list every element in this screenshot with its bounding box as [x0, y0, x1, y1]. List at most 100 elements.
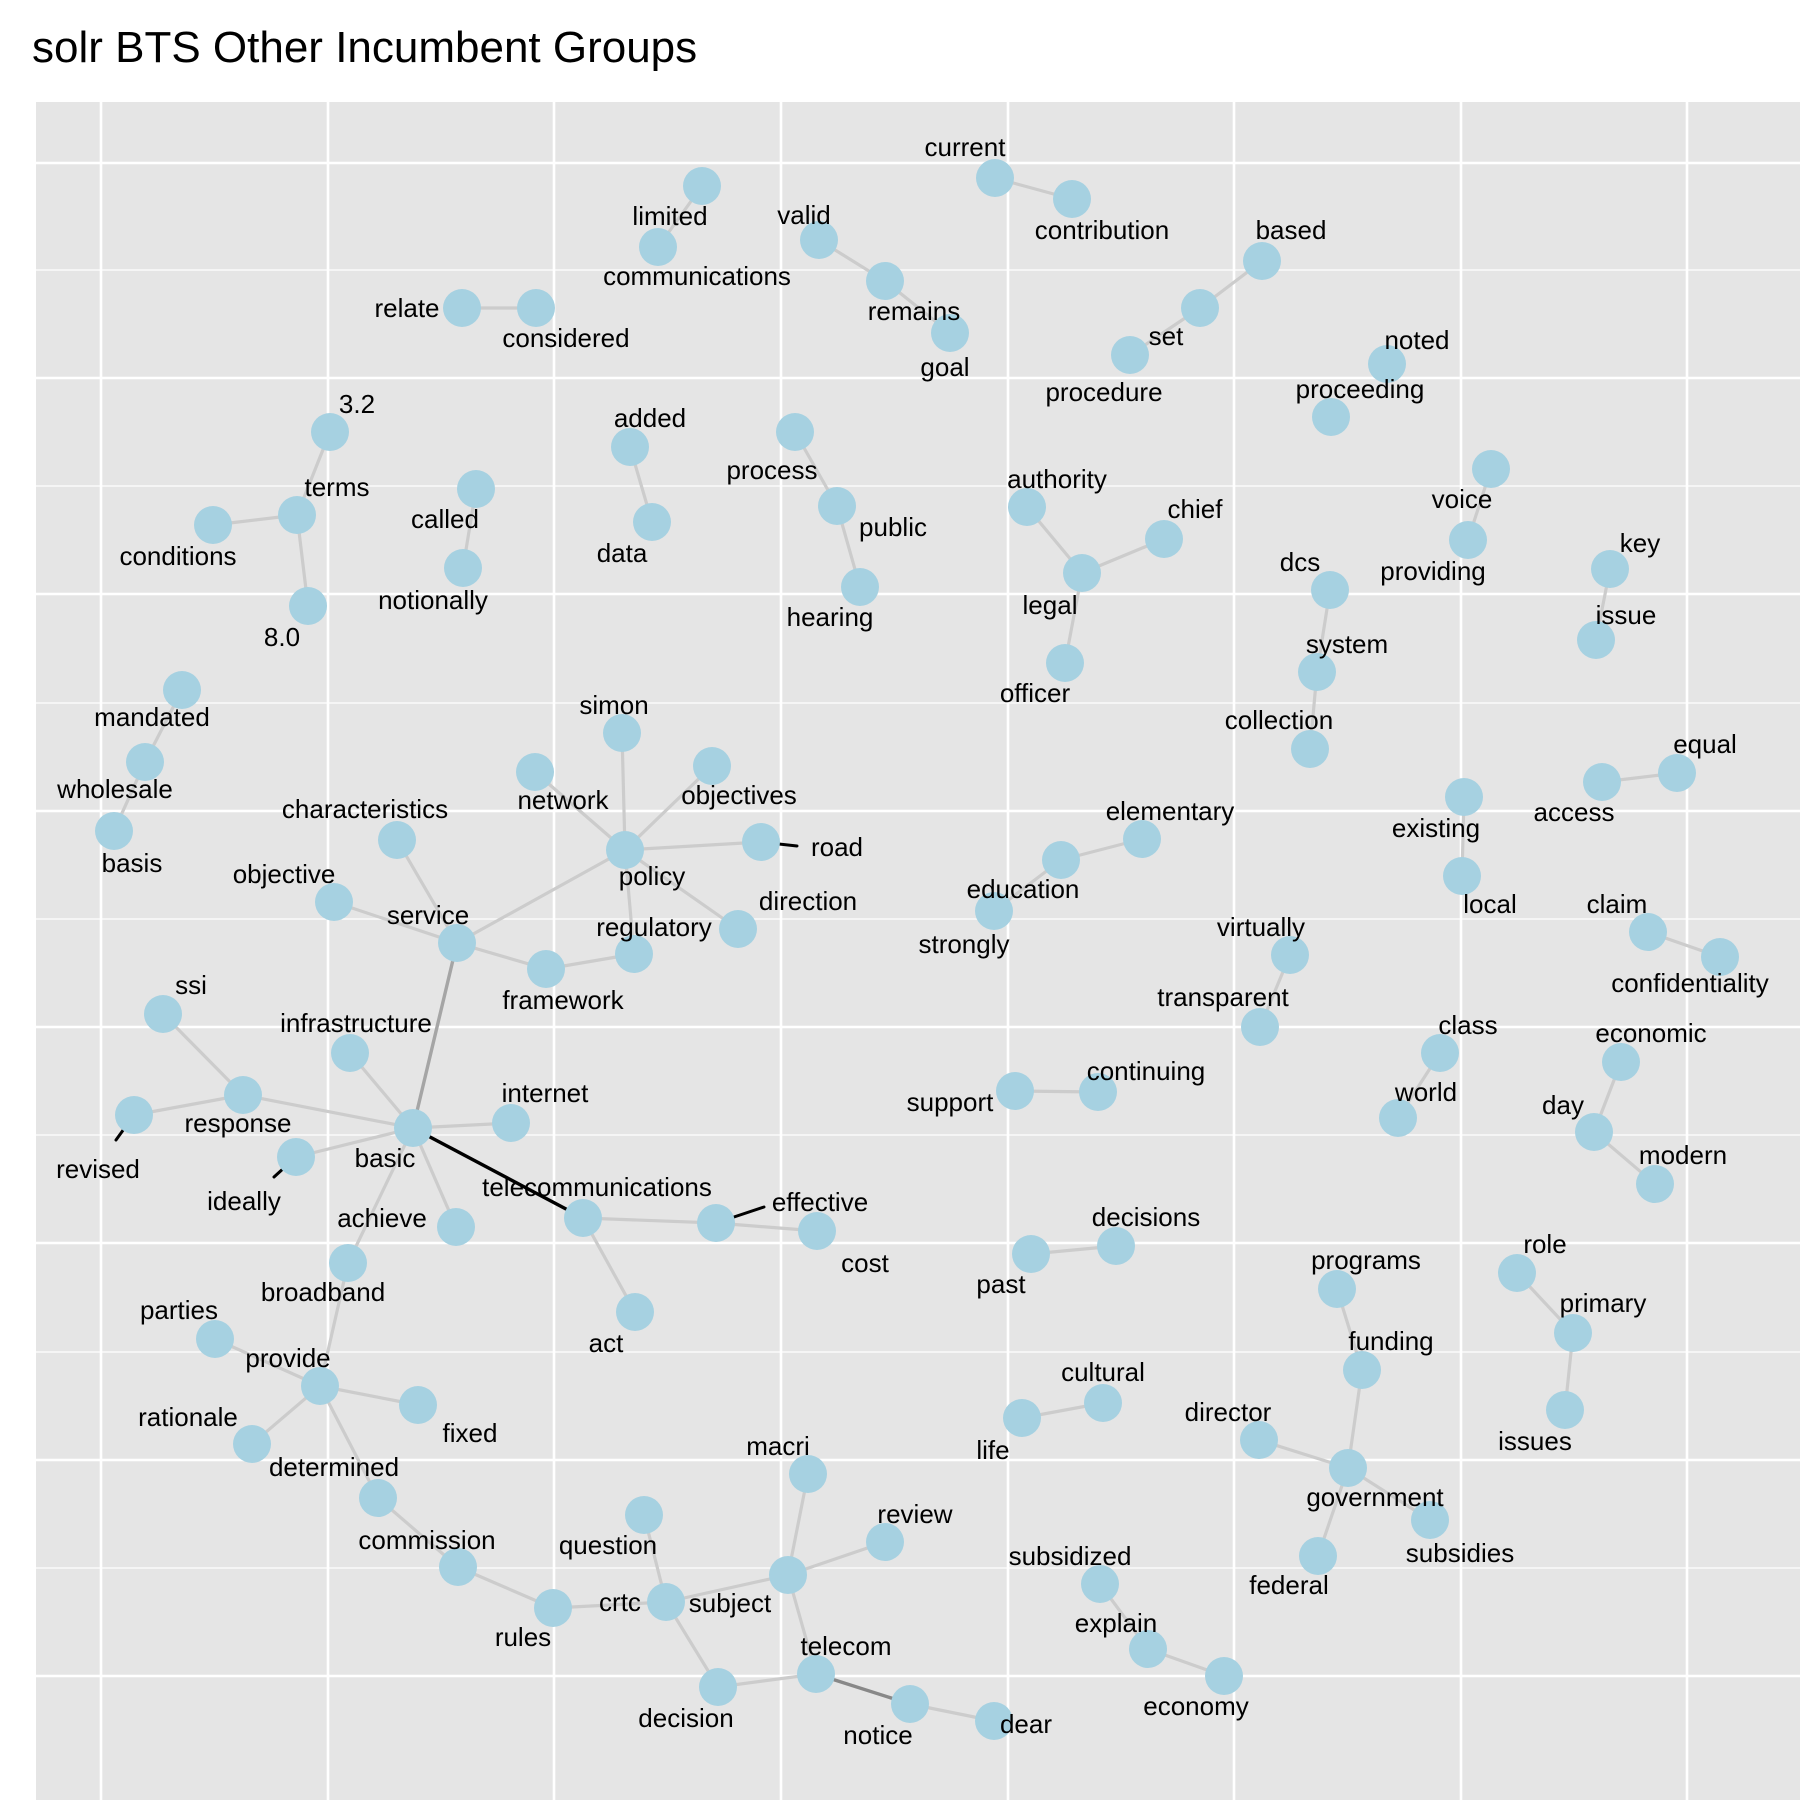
node-fixed — [399, 1386, 437, 1424]
node-issues — [1546, 1391, 1584, 1429]
node-label-authority: authority — [1007, 464, 1107, 494]
node-label-notice: notice — [843, 1720, 912, 1750]
node-label-parties: parties — [140, 1295, 218, 1325]
node-label-economy: economy — [1143, 1691, 1249, 1721]
node-rules — [534, 1589, 572, 1627]
edge-basic-broadband — [346, 1126, 415, 1265]
node-characteristics — [378, 821, 416, 859]
node-crtc — [647, 1583, 685, 1621]
node-system — [1298, 653, 1336, 691]
node-officer — [1046, 644, 1084, 682]
edge-characteristics-service — [395, 838, 459, 945]
node-cost — [798, 1212, 836, 1250]
edge-response-basic — [241, 1093, 415, 1130]
node-federal — [1299, 1537, 1337, 1575]
node-label-continuing: continuing — [1087, 1056, 1206, 1086]
node-label-telecommunications: telecommunications — [482, 1172, 712, 1202]
node-education — [1042, 841, 1080, 879]
node-achieve — [437, 1208, 475, 1246]
node-label-remains: remains — [868, 296, 960, 326]
node-continuing — [1079, 1073, 1117, 1111]
node-label-commission: commission — [358, 1525, 495, 1555]
node-label-basis: basis — [102, 848, 163, 878]
node-proceeding — [1312, 398, 1350, 436]
node-label-relate: relate — [374, 293, 439, 323]
node-label-proceeding: proceeding — [1296, 374, 1425, 404]
node-label-revised: revised — [56, 1154, 140, 1184]
node-economy — [1205, 1657, 1243, 1695]
node-day — [1575, 1113, 1613, 1151]
node-label-dear: dear — [1000, 1709, 1052, 1739]
node-called — [457, 470, 495, 508]
node-label-government: government — [1306, 1482, 1444, 1512]
node-label-set: set — [1149, 321, 1184, 351]
node-label-conditions: conditions — [119, 541, 236, 571]
node-broadband — [329, 1244, 367, 1282]
node-label-decisions: decisions — [1092, 1202, 1200, 1232]
node-legal — [1063, 554, 1101, 592]
node-label-voice: voice — [1432, 484, 1493, 514]
node-infrastructure — [331, 1034, 369, 1072]
edge-broadband-provide — [318, 1261, 350, 1388]
node-label-federal: federal — [1249, 1570, 1329, 1600]
node-chief — [1145, 520, 1183, 558]
edge-network-policy — [533, 770, 627, 852]
node-notice — [891, 1685, 929, 1723]
node-dear — [975, 1702, 1013, 1740]
node-label-providing: providing — [1380, 556, 1486, 586]
node-label-local: local — [1463, 889, 1516, 919]
edge-subject-crtc — [664, 1573, 790, 1604]
node-role — [1498, 1254, 1536, 1292]
node-label-noted: noted — [1384, 325, 1449, 355]
node-internet — [492, 1104, 530, 1142]
node-label-question: question — [559, 1530, 657, 1560]
node-label-act: act — [589, 1328, 624, 1358]
edge-provide-determined — [318, 1384, 380, 1500]
node-label-added: added — [614, 403, 686, 433]
node-label-procedure: procedure — [1045, 377, 1162, 407]
node-rationale — [233, 1425, 271, 1463]
node-label-objective: objective — [233, 859, 336, 889]
node-label-achieve: achieve — [337, 1203, 427, 1233]
node-label-policy: policy — [619, 861, 685, 891]
node-decisions — [1097, 1227, 1135, 1265]
node-label-network: network — [517, 785, 609, 815]
node-label-basic: basic — [355, 1143, 416, 1173]
node-regulatory — [615, 935, 653, 973]
node-label-communications: communications — [603, 261, 791, 291]
node-label-claim: claim — [1587, 889, 1648, 919]
node-label-world: world — [1394, 1077, 1457, 1107]
node-explain — [1129, 1630, 1167, 1668]
node-basic — [394, 1109, 432, 1147]
node-macri — [789, 1455, 827, 1493]
node-notionally — [444, 549, 482, 587]
node-parties — [196, 1320, 234, 1358]
node-contribution — [1053, 180, 1091, 218]
node-label-infrastructure: infrastructure — [280, 1008, 432, 1038]
node-label-life: life — [976, 1435, 1009, 1465]
node-label-system: system — [1306, 629, 1388, 659]
node-label-ssi: ssi — [175, 970, 207, 1000]
node-telecommunications — [564, 1199, 602, 1237]
node-transparent — [1241, 1008, 1279, 1046]
node-funding — [1343, 1351, 1381, 1389]
node-subject — [769, 1556, 807, 1594]
node-label-review: review — [877, 1499, 952, 1529]
node-virtually — [1271, 936, 1309, 974]
node-added — [611, 428, 649, 466]
node-label-objectives: objectives — [681, 780, 797, 810]
node-current — [976, 159, 1014, 197]
node-issue — [1577, 621, 1615, 659]
node-authority — [1008, 488, 1046, 526]
node-label-issues: issues — [1498, 1426, 1572, 1456]
node-economic — [1602, 1043, 1640, 1081]
node-support — [996, 1072, 1034, 1110]
node-dcs — [1311, 571, 1349, 609]
node-label-rationale: rationale — [138, 1402, 238, 1432]
node-remains — [866, 262, 904, 300]
node-label-determined: determined — [269, 1452, 399, 1482]
node-label-key: key — [1620, 528, 1660, 558]
node-conditions — [194, 506, 232, 544]
node-label-role: role — [1523, 1229, 1566, 1259]
node-label-terms: terms — [305, 472, 370, 502]
